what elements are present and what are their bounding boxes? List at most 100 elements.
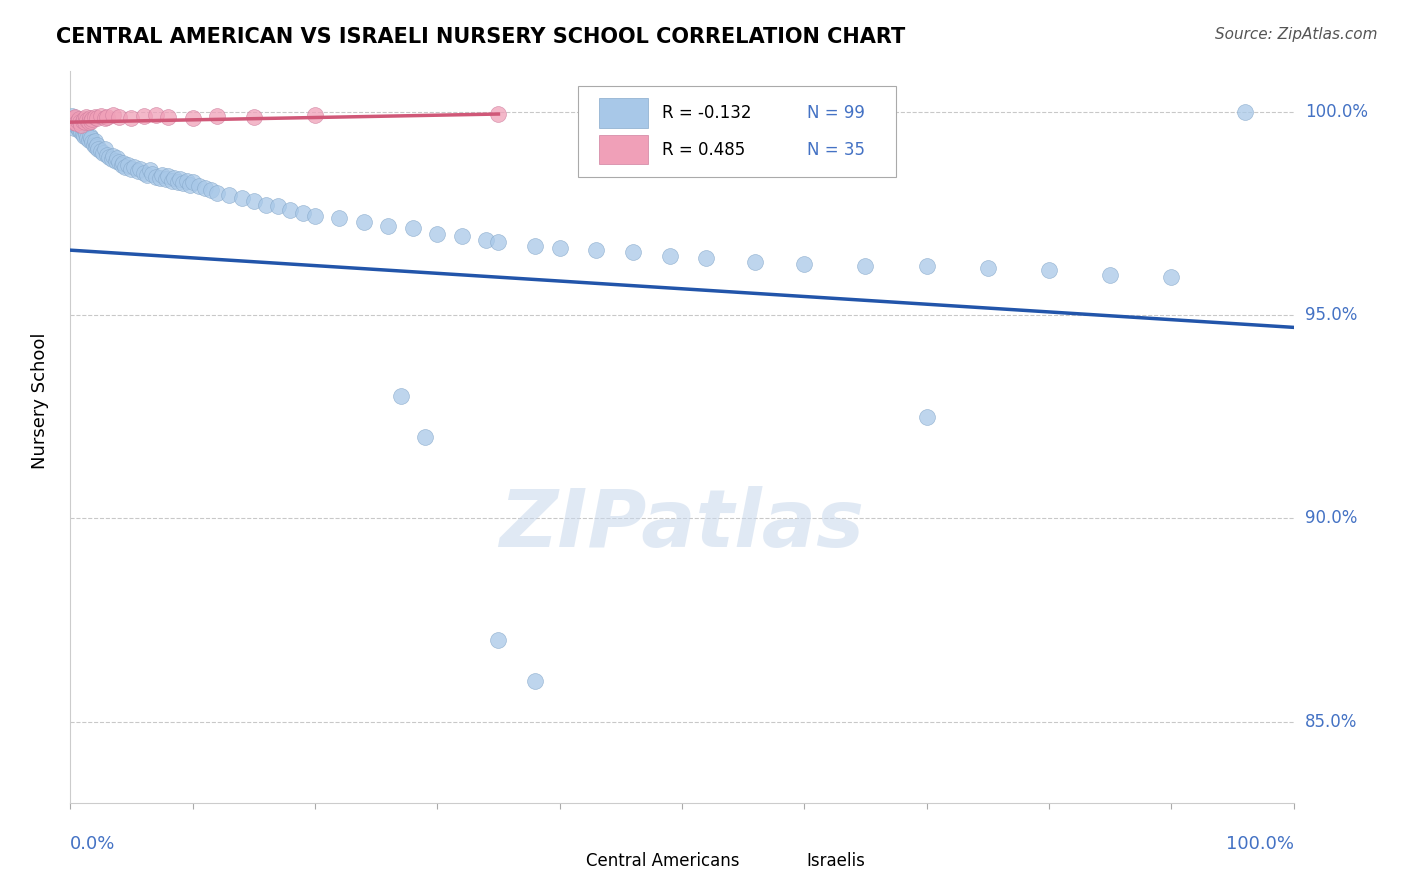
Text: R = -0.132: R = -0.132 [662, 104, 752, 122]
Point [671, 105, 693, 120]
Point [793, 257, 815, 271]
Point [77, 133, 100, 147]
Point [83, 137, 105, 152]
Point [108, 154, 131, 169]
Text: Central Americans: Central Americans [586, 852, 740, 870]
Point [231, 191, 253, 205]
Point [127, 164, 149, 178]
Text: 85.0%: 85.0% [1305, 713, 1357, 731]
Point [280, 202, 302, 217]
Point [111, 158, 134, 172]
Point [1233, 105, 1256, 120]
Point [658, 249, 681, 263]
Point [218, 188, 240, 202]
Point [101, 149, 124, 163]
Point [267, 199, 290, 213]
Point [304, 108, 326, 122]
Point [67, 119, 90, 133]
Point [132, 109, 155, 123]
Point [353, 215, 375, 229]
Point [86, 111, 108, 125]
Point [65, 115, 87, 129]
Point [83, 110, 105, 124]
Point [70, 118, 93, 132]
Point [69, 115, 91, 129]
Point [117, 158, 139, 172]
Point [96, 147, 118, 161]
Point [155, 172, 177, 186]
Point [84, 139, 107, 153]
Point [108, 110, 131, 124]
Point [205, 186, 228, 201]
Point [80, 131, 103, 145]
Point [243, 194, 266, 209]
Text: 95.0%: 95.0% [1305, 306, 1357, 324]
Point [172, 176, 194, 190]
Text: 0.0%: 0.0% [70, 835, 115, 854]
Point [101, 152, 124, 166]
Point [413, 430, 436, 444]
Point [129, 161, 152, 176]
Point [194, 181, 217, 195]
Text: 100.0%: 100.0% [1226, 835, 1294, 854]
Point [93, 142, 115, 156]
Point [77, 115, 100, 129]
Point [915, 409, 938, 424]
Point [90, 109, 112, 123]
Point [585, 243, 607, 257]
Text: Israelis: Israelis [807, 852, 866, 870]
Point [145, 169, 167, 184]
Point [60, 109, 83, 123]
Point [132, 166, 155, 180]
FancyBboxPatch shape [578, 86, 896, 178]
Point [121, 161, 143, 176]
Point [915, 260, 938, 274]
Point [157, 169, 180, 184]
Point [475, 233, 498, 247]
Point [67, 112, 90, 127]
Point [111, 155, 134, 169]
Point [1099, 268, 1122, 282]
Point [304, 209, 326, 223]
Point [855, 260, 877, 274]
Point [96, 110, 118, 124]
Text: 90.0%: 90.0% [1305, 509, 1357, 527]
Point [1038, 263, 1060, 277]
Point [72, 114, 94, 128]
Text: CENTRAL AMERICAN VS ISRAELI NURSERY SCHOOL CORRELATION CHART: CENTRAL AMERICAN VS ISRAELI NURSERY SCHO… [56, 27, 905, 46]
FancyBboxPatch shape [541, 850, 578, 871]
Point [70, 125, 93, 139]
Point [73, 112, 96, 127]
Point [621, 245, 644, 260]
Point [141, 167, 163, 181]
Point [205, 109, 228, 123]
Point [163, 170, 186, 185]
Text: N = 35: N = 35 [807, 141, 865, 159]
Point [63, 110, 86, 124]
Point [181, 111, 204, 125]
Point [145, 108, 167, 122]
Point [524, 239, 547, 253]
Point [744, 255, 766, 269]
Point [101, 108, 124, 122]
Point [695, 252, 717, 266]
Point [82, 112, 104, 127]
Point [548, 241, 571, 255]
Point [1160, 269, 1182, 284]
Text: N = 99: N = 99 [807, 104, 865, 122]
Point [426, 227, 449, 241]
Point [93, 111, 115, 125]
Point [488, 107, 510, 121]
Point [104, 153, 127, 168]
Point [122, 160, 145, 174]
Point [76, 113, 98, 128]
Point [243, 110, 266, 124]
Point [86, 137, 108, 152]
Point [65, 116, 87, 130]
Text: 100.0%: 100.0% [1305, 103, 1368, 121]
Point [179, 178, 201, 193]
Point [62, 113, 84, 128]
Point [187, 178, 209, 193]
Point [389, 389, 412, 403]
Point [105, 151, 128, 165]
